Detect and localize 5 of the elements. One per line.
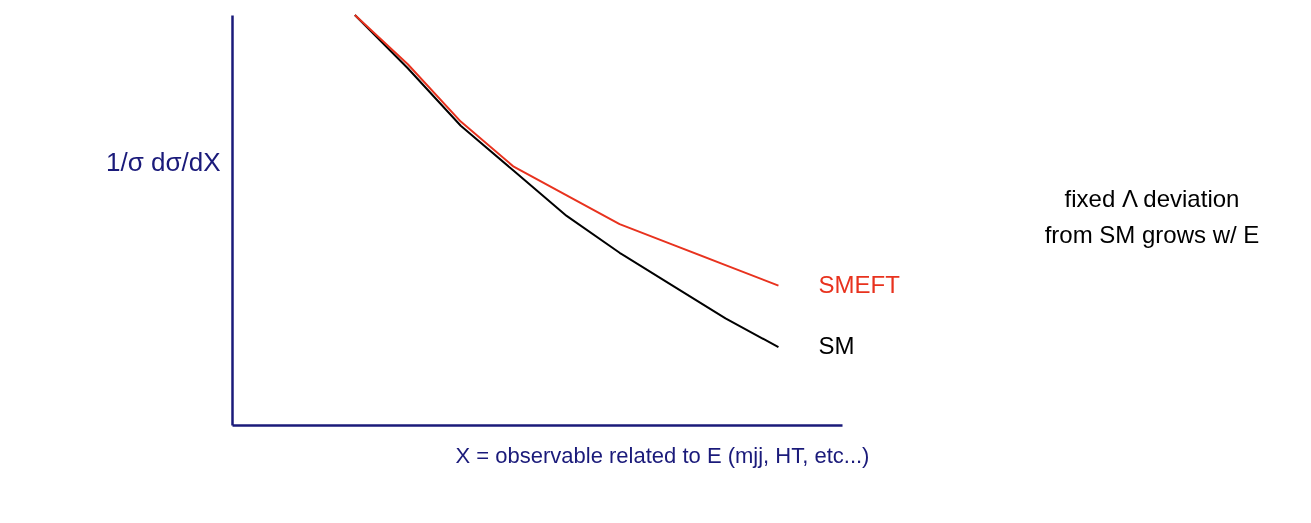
y-axis-title: 1/σ dσ/dX: [106, 146, 221, 177]
series-label: SMEFT: [818, 270, 901, 298]
x-axis-title: X = observable related to E (mjj, HT, etc...): [455, 442, 870, 468]
text: fixed Λ deviation from SM grows w/ E: [1044, 185, 1260, 248]
series-label: SM: [818, 332, 855, 360]
